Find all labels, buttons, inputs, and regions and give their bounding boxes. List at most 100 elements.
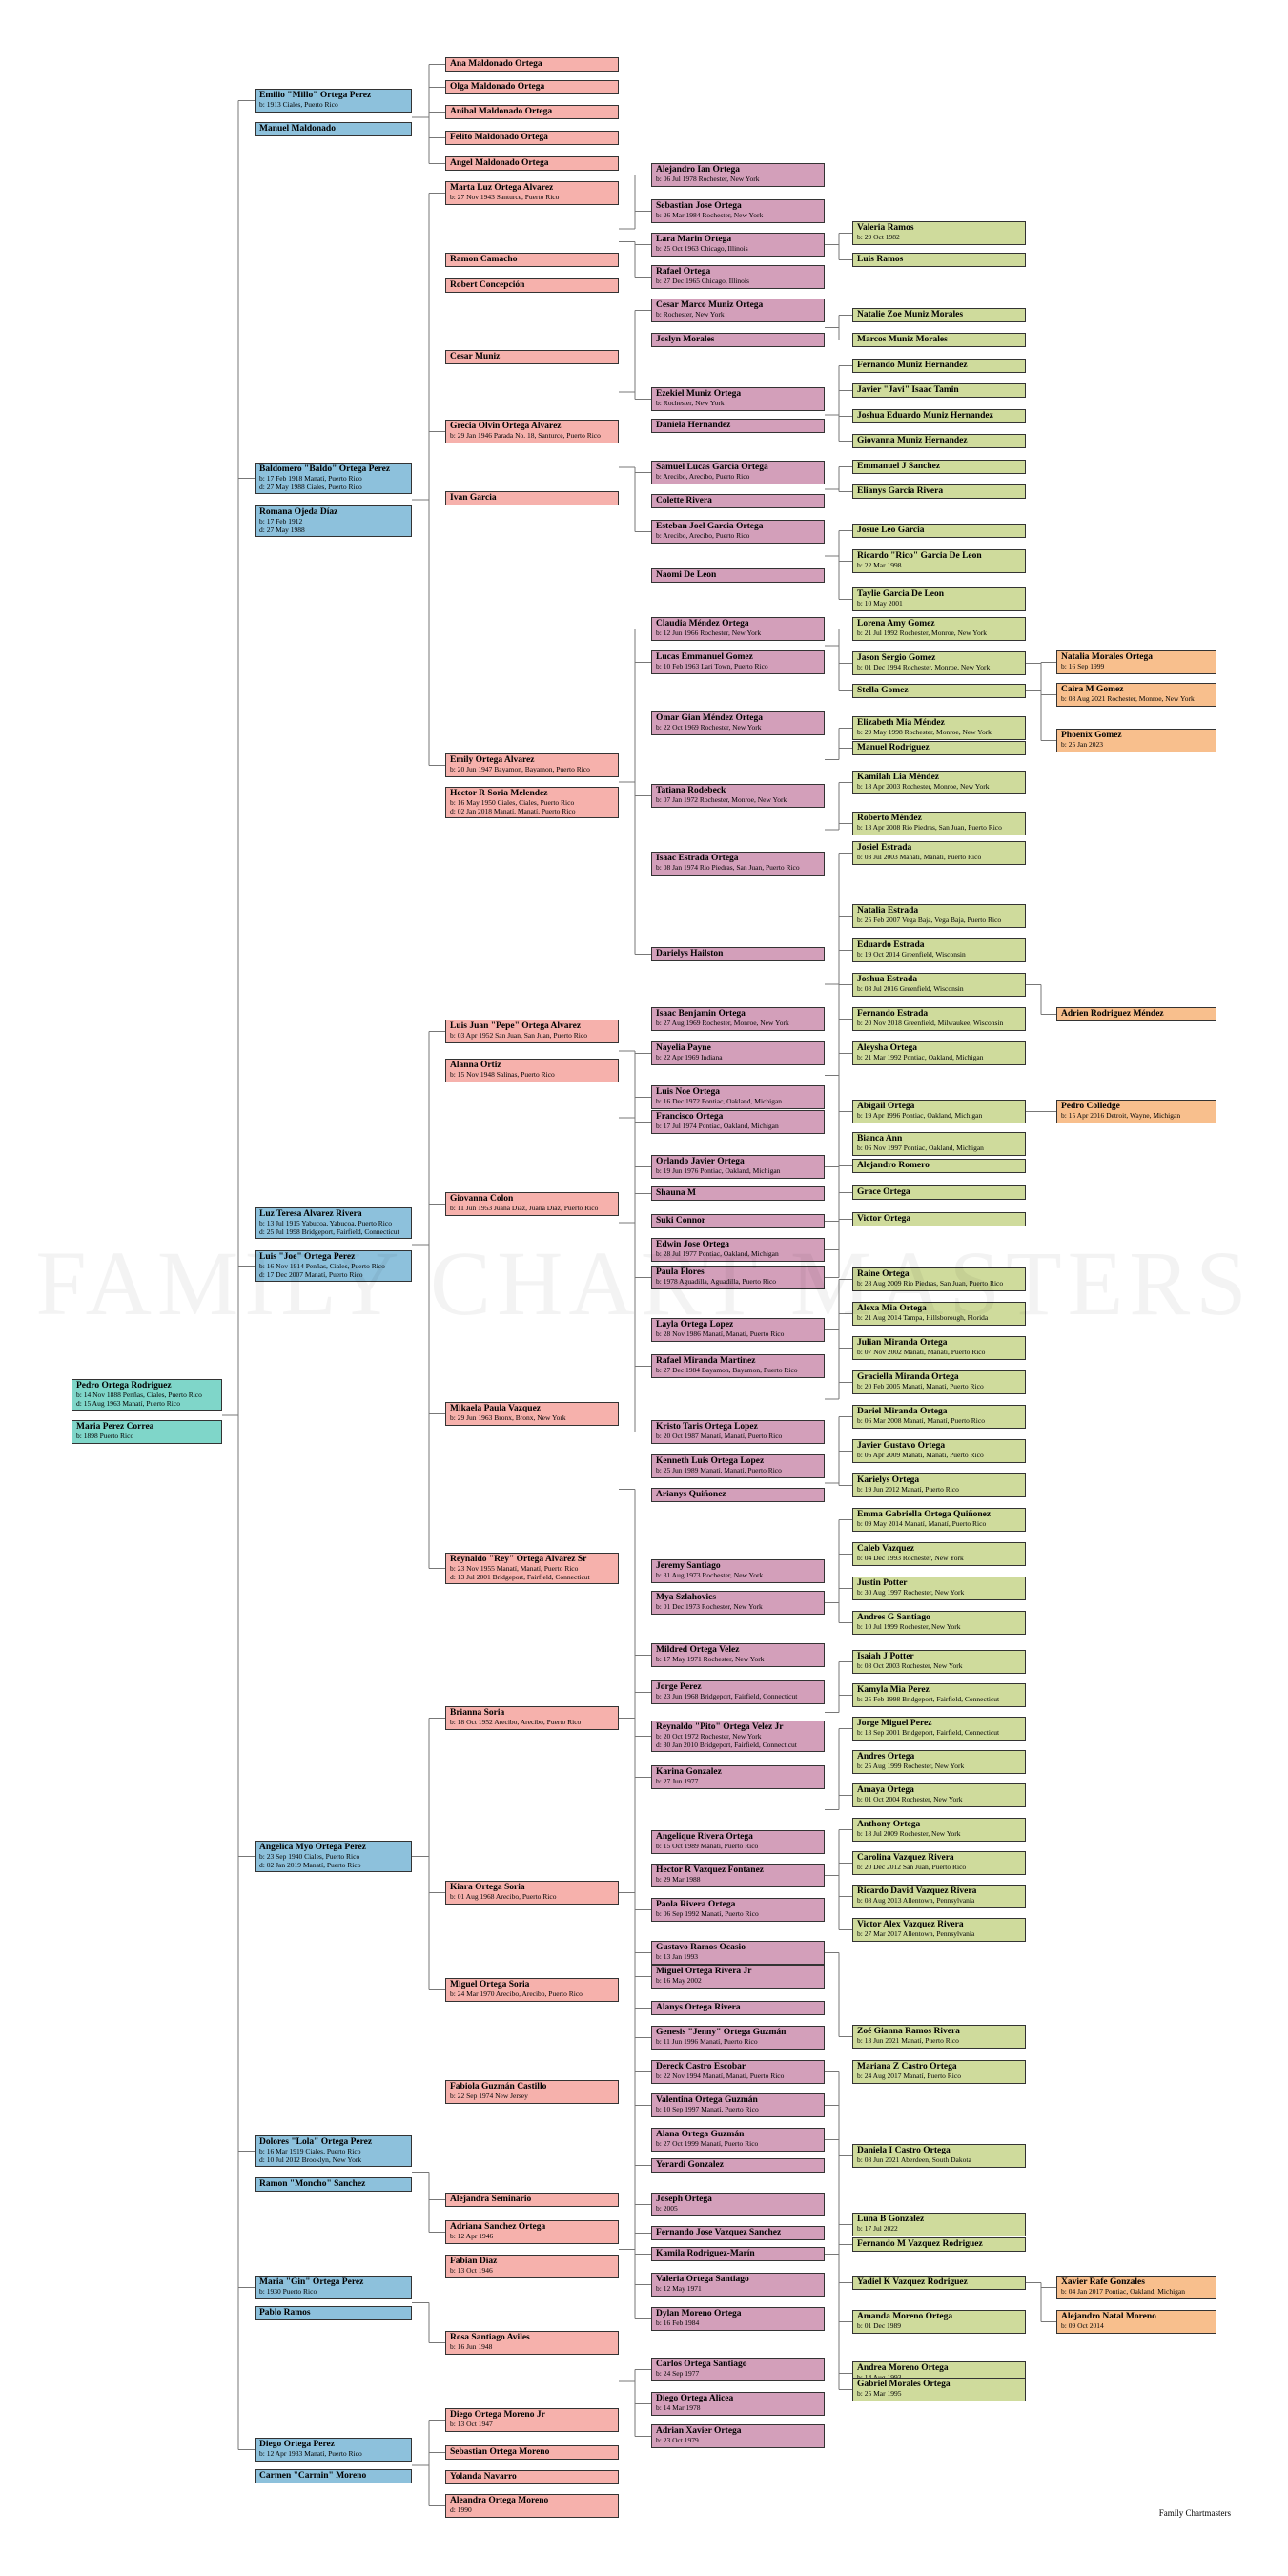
person-card[interactable]: Luis Noe Ortega b: 16 Dec 1972 Pontiac, O… — [651, 1085, 825, 1109]
person-card[interactable]: Yerardi Gonzalez — [651, 2158, 825, 2173]
person-card[interactable]: Sebastian Ortega Moreno — [445, 2445, 619, 2460]
person-card[interactable]: Jorge Perez b: 23 Jun 1968 Bridgeport, Fa… — [651, 1680, 825, 1704]
person-card[interactable]: Natalie Zoe Muniz Morales — [852, 308, 1026, 322]
person-card[interactable]: Victor Ortega — [852, 1212, 1026, 1226]
person-card[interactable]: Alanys Ortega Rivera — [651, 2001, 825, 2015]
person-card[interactable]: Lorena Amy Gomez b: 21 Jul 1992 Rochester… — [852, 617, 1026, 641]
person-card[interactable]: Dereck Castro Escobar b: 22 Nov 1994 Mana… — [651, 2060, 825, 2084]
person-card[interactable]: Marcos Muniz Morales — [852, 333, 1026, 347]
person-card[interactable]: Kenneth Luis Ortega Lopez b: 25 Jun 1989 … — [651, 1454, 825, 1478]
person-card[interactable]: Angelique Rivera Ortega b: 15 Oct 1989 Ma… — [651, 1830, 825, 1854]
person-card[interactable]: Ivan Garcia — [445, 491, 619, 505]
person-card[interactable]: Reynaldo "Rey" Ortega Alvarez Sr b: 23 No… — [445, 1553, 619, 1584]
person-card[interactable]: Diego Ortega Perez b: 12 Apr 1933 Manatí,… — [255, 2438, 412, 2462]
person-card[interactable]: Paula Flores b: 1978 Aguadilla, Aguadilla… — [651, 1266, 825, 1289]
person-card[interactable]: Kiara Ortega Soria b: 01 Aug 1968 Arecibo… — [445, 1881, 619, 1905]
person-card[interactable]: Caira M Gomez b: 08 Aug 2021 Rochester, M… — [1056, 683, 1216, 707]
person-card[interactable]: Olga Maldonado Ortega — [445, 80, 619, 94]
person-card[interactable]: Edwin Jose Ortega b: 28 Jul 1977 Pontiac,… — [651, 1238, 825, 1262]
person-card[interactable]: Alejandro Natal Moreno b: 09 Oct 2014 — [1056, 2310, 1216, 2334]
person-card[interactable]: Colette Rivera — [651, 494, 825, 508]
person-card[interactable]: Darielys Hailston — [651, 947, 825, 961]
person-card[interactable]: Francisco Ortega b: 17 Jul 1974 Pontiac, … — [651, 1110, 825, 1134]
person-card[interactable]: Daniela I Castro Ortega b: 08 Jun 2021 Ab… — [852, 2144, 1026, 2168]
person-card[interactable]: Esteban Joel Garcia Ortega b: Arecibo, Ar… — [651, 520, 825, 544]
person-card[interactable]: Reynaldo "Pito" Ortega Velez Jr b: 20 Oct… — [651, 1721, 825, 1752]
person-card[interactable]: Hector R Soria Melendez b: 16 May 1950 Ci… — [445, 787, 619, 818]
person-card[interactable]: Rafael Ortega b: 27 Dec 1965 Chicago, Ill… — [651, 265, 825, 289]
person-card[interactable]: Alexa Mia Ortega b: 21 Aug 2014 Tampa, Hi… — [852, 1302, 1026, 1326]
person-card[interactable]: Naomi De Leon — [651, 568, 825, 583]
person-card[interactable]: Cesar Muniz — [445, 350, 619, 364]
person-card[interactable]: Aleysha Ortega b: 21 Mar 1992 Pontiac, Oa… — [852, 1041, 1026, 1065]
person-card[interactable]: Carolina Vazquez Rivera b: 20 Dec 2012 Sa… — [852, 1851, 1026, 1875]
person-card[interactable]: Kamyla Mia Perez b: 25 Feb 1998 Bridgepor… — [852, 1683, 1026, 1707]
person-card[interactable]: Gabriel Morales Ortega b: 25 Mar 1995 — [852, 2378, 1026, 2401]
person-card[interactable]: Giovanna Muniz Hernandez — [852, 434, 1026, 448]
person-card[interactable]: Mya Szlahovics b: 01 Dec 1973 Rochester, … — [651, 1591, 825, 1615]
person-card[interactable]: Valeria Ortega Santiago b: 12 May 1971 — [651, 2273, 825, 2297]
person-card[interactable]: Anthony Ortega b: 18 Jul 2009 Rochester, … — [852, 1818, 1026, 1842]
person-card[interactable]: Angelica Myo Ortega Perez b: 23 Sep 1940 … — [255, 1841, 412, 1872]
person-card[interactable]: Luz Teresa Alvarez Rivera b: 13 Jul 1915 … — [255, 1207, 412, 1239]
person-card[interactable]: Roberto Méndez b: 13 Apr 2008 Rio Piedras… — [852, 812, 1026, 835]
person-card[interactable]: Pedro Colledge b: 15 Apr 2016 Detroit, Wa… — [1056, 1100, 1216, 1123]
person-card[interactable]: Paola Rivera Ortega b: 06 Sep 1992 Manatí… — [651, 1898, 825, 1922]
person-card[interactable]: Marta Luz Ortega Alvarez b: 27 Nov 1943 S… — [445, 181, 619, 205]
person-card[interactable]: Emmanuel J Sanchez — [852, 460, 1026, 474]
person-card[interactable]: Fernando M Vazquez Rodriguez — [852, 2237, 1026, 2252]
person-card[interactable]: Phoenix Gomez b: 25 Jan 2023 — [1056, 729, 1216, 752]
person-card[interactable]: Claudia Méndez Ortega b: 12 Jun 1966 Roch… — [651, 617, 825, 641]
person-card[interactable]: Kristo Taris Ortega Lopez b: 20 Oct 1987 … — [651, 1420, 825, 1444]
person-card[interactable]: Caleb Vazquez b: 04 Dec 1993 Rochester, N… — [852, 1542, 1026, 1566]
person-card[interactable]: Elianys Garcia Rivera — [852, 484, 1026, 499]
person-card[interactable]: Emily Ortega Alvarez b: 20 Jun 1947 Bayam… — [445, 753, 619, 777]
person-card[interactable]: Manuel Maldonado — [255, 122, 412, 136]
person-card[interactable]: Rafael Miranda Martinez b: 27 Dec 1984 Ba… — [651, 1354, 825, 1378]
person-card[interactable]: Karina Gonzalez b: 27 Jun 1977 — [651, 1765, 825, 1789]
person-card[interactable]: Miguel Ortega Soria b: 24 Mar 1970 Arecib… — [445, 1978, 619, 2002]
person-card[interactable]: Grace Ortega — [852, 1185, 1026, 1200]
person-card[interactable]: Jason Sergio Gomez b: 01 Dec 1994 Rochest… — [852, 651, 1026, 675]
person-card[interactable]: Abigail Ortega b: 19 Apr 1996 Pontiac, Oa… — [852, 1100, 1026, 1123]
person-card[interactable]: Suki Connor — [651, 1214, 825, 1228]
person-card[interactable]: Ricardo "Rico" Garcia De Leon b: 22 Mar 1… — [852, 549, 1026, 573]
person-card[interactable]: Miguel Ortega Rivera Jr b: 16 May 2002 — [651, 1965, 825, 1989]
person-card[interactable]: Fabian Díaz b: 13 Oct 1946 — [445, 2255, 619, 2278]
person-card[interactable]: Pedro Ortega Rodriguez b: 14 Nov 1888 Pen… — [72, 1379, 222, 1411]
person-card[interactable]: Grecia Olvin Ortega Alvarez b: 29 Jan 194… — [445, 420, 619, 443]
person-card[interactable]: Fernando Estrada b: 20 Nov 2018 Greenfiel… — [852, 1007, 1026, 1031]
person-card[interactable]: Alejandra Seminario — [445, 2193, 619, 2207]
person-card[interactable]: Mildred Ortega Velez b: 17 May 1971 Roche… — [651, 1643, 825, 1667]
person-card[interactable]: Nayelia Payne b: 22 Apr 1969 Indiana — [651, 1041, 825, 1065]
person-card[interactable]: Valeria Ramos b: 29 Oct 1982 — [852, 221, 1026, 245]
person-card[interactable]: Alejandro Romero — [852, 1159, 1026, 1173]
person-card[interactable]: Sebastian Jose Ortega b: 26 Mar 1984 Roch… — [651, 199, 825, 223]
person-card[interactable]: Ezekiel Muniz Ortega b: Rochester, New Yo… — [651, 387, 825, 411]
person-card[interactable]: Jorge Miguel Perez b: 13 Sep 2001 Bridgep… — [852, 1717, 1026, 1741]
person-card[interactable]: Alana Ortega Guzmán b: 27 Oct 1999 Manatí… — [651, 2128, 825, 2152]
person-card[interactable]: Gustavo Ramos Ocasio b: 13 Jan 1993 — [651, 1941, 825, 1965]
person-card[interactable]: Alanna Ortiz b: 15 Nov 1948 Salinas, Puer… — [445, 1059, 619, 1082]
person-card[interactable]: Andres G Santiago b: 10 Jul 1999 Rocheste… — [852, 1611, 1026, 1635]
person-card[interactable]: Maria "Gin" Ortega Perez b: 1930 Puerto R… — [255, 2276, 412, 2299]
person-card[interactable]: Justin Potter b: 30 Aug 1997 Rochester, N… — [852, 1577, 1026, 1600]
person-card[interactable]: Carmen "Carmin" Moreno — [255, 2469, 412, 2483]
person-card[interactable]: Isaac Estrada Ortega b: 08 Jan 1974 Rio P… — [651, 852, 825, 876]
person-card[interactable]: Luis "Joe" Ortega Perez b: 16 Nov 1914 Pe… — [255, 1250, 412, 1282]
person-card[interactable]: Yolanda Navarro — [445, 2470, 619, 2484]
person-card[interactable]: Lucas Emmanuel Gomez b: 10 Feb 1963 Lari … — [651, 650, 825, 674]
person-card[interactable]: Hector R Vazquez Fontanez b: 29 Mar 1988 — [651, 1864, 825, 1887]
person-card[interactable]: Mariana Z Castro Ortega b: 24 Aug 2017 Ma… — [852, 2060, 1026, 2084]
person-card[interactable]: Luna B Gonzalez b: 17 Jul 2022 — [852, 2213, 1026, 2236]
person-card[interactable]: Daniela Hernandez — [651, 419, 825, 433]
person-card[interactable]: Adriana Sanchez Ortega b: 12 Apr 1946 — [445, 2220, 619, 2244]
person-card[interactable]: Lara Marin Ortega b: 25 Oct 1963 Chicago,… — [651, 233, 825, 257]
person-card[interactable]: Josue Leo Garcia — [852, 524, 1026, 538]
person-card[interactable]: Bianca Ann b: 06 Nov 1997 Pontiac, Oaklan… — [852, 1132, 1026, 1156]
person-card[interactable]: Adrien Rodriguez Méndez — [1056, 1007, 1216, 1021]
person-card[interactable]: Felito Maldonado Ortega — [445, 131, 619, 145]
person-card[interactable]: Xavier Rafe Gonzales b: 04 Jan 2017 Ponti… — [1056, 2276, 1216, 2299]
person-card[interactable]: Cesar Marco Muniz Ortega b: Rochester, Ne… — [651, 299, 825, 322]
person-card[interactable]: Arianys Quiñonez — [651, 1488, 825, 1502]
